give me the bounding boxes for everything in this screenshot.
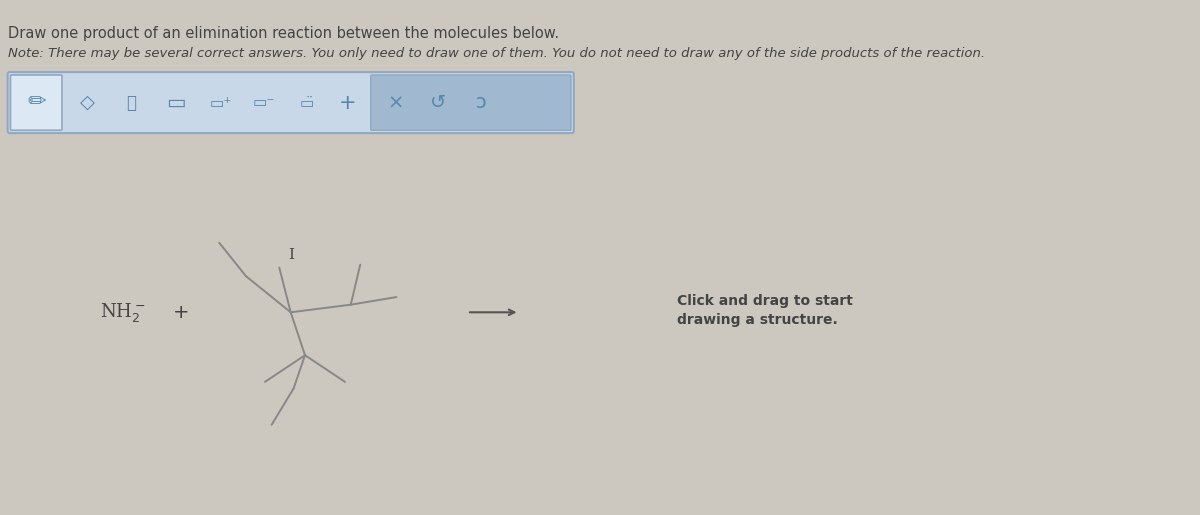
Text: ×: × (388, 93, 403, 112)
Text: ▭̈: ▭̈ (300, 95, 314, 110)
Text: ◇: ◇ (80, 93, 95, 112)
Text: +: + (340, 93, 356, 113)
Text: I: I (288, 248, 294, 262)
Text: ↄ: ↄ (476, 93, 487, 112)
Text: drawing a structure.: drawing a structure. (677, 313, 838, 327)
Text: ▭⁻: ▭⁻ (253, 95, 275, 110)
FancyBboxPatch shape (11, 75, 62, 130)
Text: Note: There may be several correct answers. You only need to draw one of them. Y: Note: There may be several correct answe… (7, 47, 985, 60)
Text: +: + (173, 303, 190, 322)
Text: ✏: ✏ (26, 93, 46, 113)
Text: ↺: ↺ (431, 93, 446, 112)
Text: ▭: ▭ (167, 93, 186, 113)
Text: Draw one product of an elimination reaction between the molecules below.: Draw one product of an elimination react… (7, 26, 559, 41)
FancyBboxPatch shape (7, 72, 574, 133)
Text: Click and drag to start: Click and drag to start (677, 294, 852, 308)
Text: ▭⁺: ▭⁺ (210, 95, 233, 110)
Text: NH$_2^-$: NH$_2^-$ (100, 301, 145, 324)
Text: 🫙: 🫙 (126, 94, 137, 112)
FancyBboxPatch shape (371, 75, 571, 130)
